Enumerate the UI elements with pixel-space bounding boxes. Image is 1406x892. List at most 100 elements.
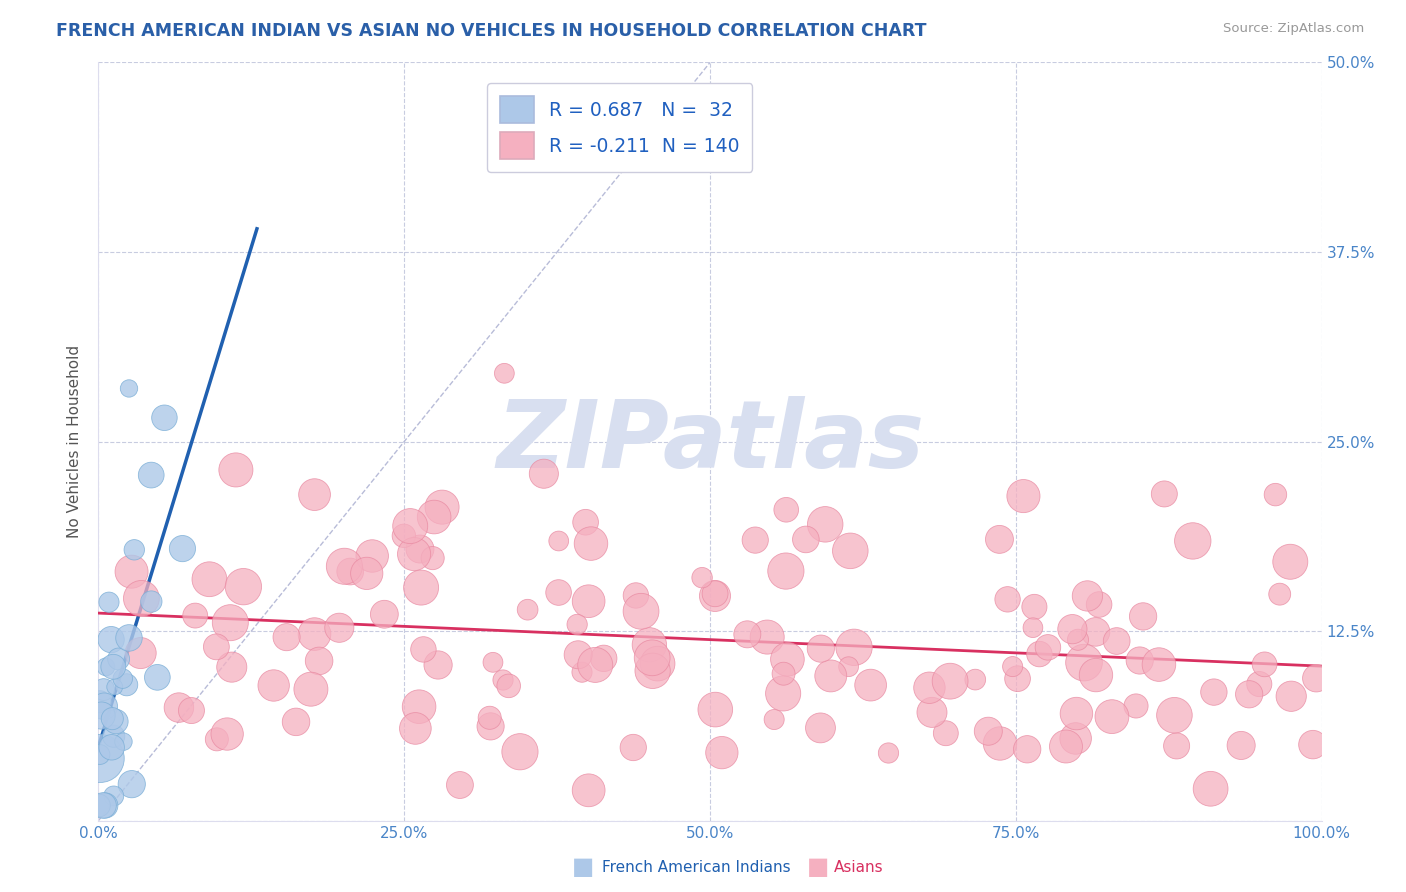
Point: [647, 657, 669, 671]
Point: [1163, 708, 1185, 723]
Y-axis label: No Vehicles in Household: No Vehicles in Household: [67, 345, 83, 538]
Point: [89, 751, 111, 765]
Point: [328, 621, 350, 635]
Point: [1253, 657, 1275, 672]
Point: [776, 652, 799, 666]
Point: [172, 541, 194, 556]
Point: [1064, 731, 1087, 746]
Legend: R = 0.687   N =  32, R = -0.211  N = 140: R = 0.687 N = 32, R = -0.211 N = 140: [486, 83, 752, 172]
Point: [638, 638, 661, 652]
Point: [1264, 487, 1286, 501]
Point: [763, 713, 786, 727]
Point: [820, 669, 842, 683]
Point: [918, 681, 941, 695]
Point: [98, 595, 121, 609]
Point: [153, 410, 176, 425]
Point: [285, 714, 308, 729]
Point: [205, 640, 228, 654]
Point: [877, 746, 900, 760]
Point: [571, 665, 593, 680]
Point: [361, 549, 384, 563]
Point: [842, 640, 865, 655]
Point: [129, 646, 152, 660]
Point: [122, 542, 145, 557]
Point: [578, 783, 600, 797]
Point: [93, 798, 115, 813]
Point: [356, 566, 378, 581]
Point: [838, 659, 860, 673]
Text: Asians: Asians: [834, 860, 883, 874]
Point: [482, 656, 505, 670]
Point: [592, 651, 614, 665]
Point: [1028, 647, 1050, 661]
Point: [427, 657, 450, 672]
Point: [965, 673, 987, 687]
Point: [112, 734, 135, 748]
Point: [772, 686, 794, 700]
Point: [921, 706, 943, 720]
Point: [533, 467, 555, 481]
Point: [737, 627, 759, 641]
Point: [167, 700, 190, 714]
Point: [412, 642, 434, 657]
Point: [775, 503, 797, 517]
Point: [1132, 609, 1154, 624]
Point: [404, 722, 426, 736]
Point: [399, 519, 422, 533]
Point: [422, 551, 444, 566]
Point: [276, 630, 298, 644]
Point: [772, 666, 794, 681]
Point: [146, 670, 169, 684]
Point: [704, 702, 727, 716]
Point: [339, 565, 361, 579]
Point: [690, 571, 713, 585]
Point: [333, 559, 356, 574]
Text: Source: ZipAtlas.com: Source: ZipAtlas.com: [1223, 22, 1364, 36]
Point: [1268, 587, 1291, 601]
Point: [87, 798, 110, 813]
Point: [103, 789, 125, 803]
Point: [775, 564, 797, 578]
Point: [704, 587, 727, 601]
Point: [103, 729, 125, 743]
Point: [118, 631, 141, 645]
Point: [756, 630, 779, 644]
Point: [516, 603, 538, 617]
Point: [509, 745, 531, 759]
Point: [547, 585, 569, 599]
Point: [141, 594, 163, 608]
Point: [225, 463, 247, 477]
Point: [131, 591, 153, 606]
Point: [578, 594, 600, 608]
Point: [373, 607, 395, 622]
Point: [492, 673, 515, 687]
Point: [107, 652, 129, 666]
Point: [1001, 659, 1024, 673]
Point: [1305, 671, 1327, 685]
Text: ZIPatlas: ZIPatlas: [496, 395, 924, 488]
Point: [1007, 672, 1029, 686]
Point: [859, 678, 882, 692]
Point: [141, 468, 163, 483]
Point: [744, 533, 766, 548]
Point: [547, 533, 569, 548]
Point: [449, 778, 471, 792]
Point: [1199, 781, 1222, 796]
Point: [1066, 706, 1088, 721]
Point: [794, 533, 817, 547]
Point: [180, 704, 202, 718]
Point: [1024, 599, 1046, 614]
Point: [104, 714, 127, 729]
Point: [198, 572, 221, 586]
Point: [988, 737, 1011, 751]
Point: [1073, 656, 1095, 670]
Point: [101, 712, 124, 726]
Point: [710, 746, 733, 760]
Text: FRENCH AMERICAN INDIAN VS ASIAN NO VEHICLES IN HOUSEHOLD CORRELATION CHART: FRENCH AMERICAN INDIAN VS ASIAN NO VEHIC…: [56, 22, 927, 40]
Point: [810, 721, 832, 735]
Point: [111, 672, 134, 686]
Point: [478, 711, 501, 725]
Point: [1054, 739, 1077, 754]
Point: [118, 382, 141, 396]
Point: [1279, 555, 1302, 569]
